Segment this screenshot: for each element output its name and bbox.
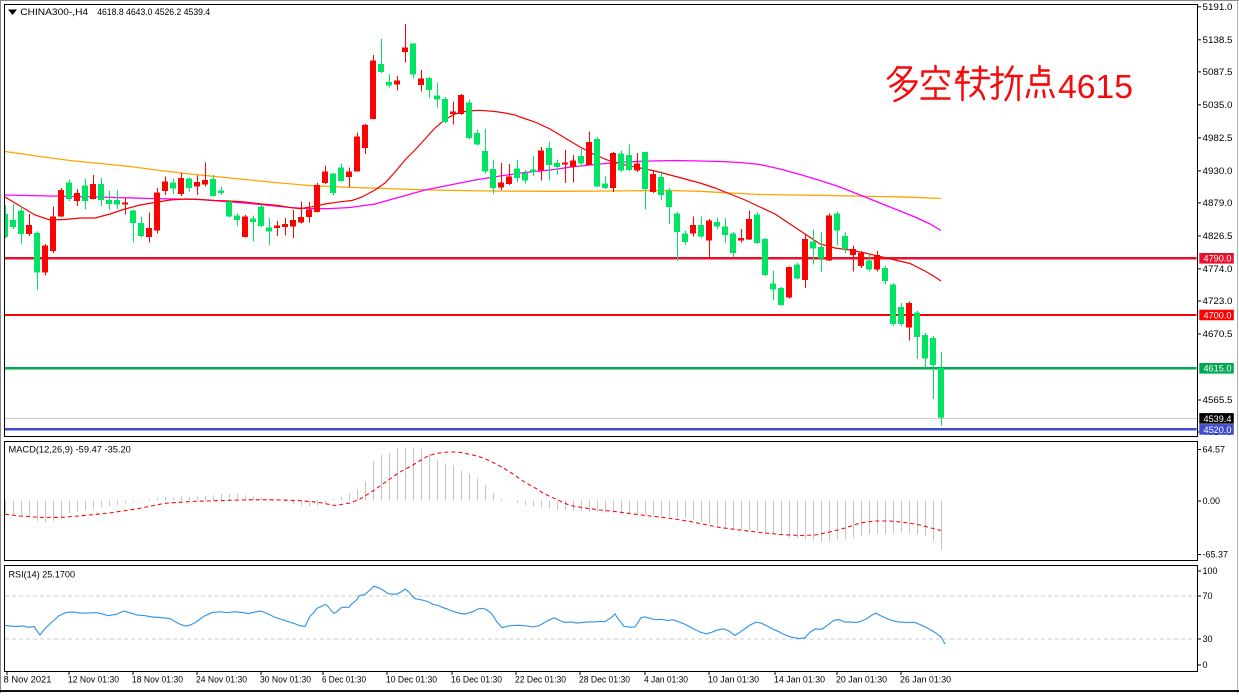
svg-text:4790.0: 4790.0 xyxy=(1204,254,1232,264)
svg-text:10 Jan 01:30: 10 Jan 01:30 xyxy=(708,675,759,685)
svg-text:4774.0: 4774.0 xyxy=(1203,264,1233,274)
svg-text:4520.0: 4520.0 xyxy=(1204,425,1232,435)
svg-text:4826.5: 4826.5 xyxy=(1203,231,1233,241)
svg-text:4539.4: 4539.4 xyxy=(1204,414,1232,424)
svg-text:5191.0: 5191.0 xyxy=(1203,2,1233,12)
svg-text:28 Dec 01:30: 28 Dec 01:30 xyxy=(579,675,630,685)
svg-text:4879.0: 4879.0 xyxy=(1203,198,1233,208)
svg-text:10 Dec 01:30: 10 Dec 01:30 xyxy=(386,675,437,685)
svg-text:CHINA300-,H4: CHINA300-,H4 xyxy=(20,7,88,17)
svg-text:-65.37: -65.37 xyxy=(1203,550,1229,560)
svg-text:0.00: 0.00 xyxy=(1203,496,1221,506)
svg-text:24 Nov 01:30: 24 Nov 01:30 xyxy=(196,675,247,685)
svg-text:20 Jan 01:30: 20 Jan 01:30 xyxy=(836,675,887,685)
svg-text:4982.5: 4982.5 xyxy=(1203,133,1233,143)
svg-text:12 Nov 01:30: 12 Nov 01:30 xyxy=(68,675,119,685)
svg-text:8 Nov 2021: 8 Nov 2021 xyxy=(4,675,52,685)
svg-text:MACD(12,26,9) -59.47 -35.20: MACD(12,26,9) -59.47 -35.20 xyxy=(9,444,131,454)
svg-text:4930.0: 4930.0 xyxy=(1203,166,1233,176)
svg-text:18 Nov 01:30: 18 Nov 01:30 xyxy=(132,675,183,685)
svg-text:4565.5: 4565.5 xyxy=(1203,395,1233,405)
svg-text:6 Dec 01:30: 6 Dec 01:30 xyxy=(322,675,366,685)
svg-text:5138.5: 5138.5 xyxy=(1203,35,1233,45)
svg-text:4615.0: 4615.0 xyxy=(1204,364,1232,374)
svg-text:5035.0: 5035.0 xyxy=(1203,100,1233,110)
svg-text:26 Jan 01:30: 26 Jan 01:30 xyxy=(900,675,951,685)
svg-text:4618.8 4643.0 4526.2 4539.4: 4618.8 4643.0 4526.2 4539.4 xyxy=(97,7,210,17)
svg-text:RSI(14) 25.1700: RSI(14) 25.1700 xyxy=(9,569,76,579)
svg-text:4670.5: 4670.5 xyxy=(1203,329,1233,339)
svg-text:30 Nov 01:30: 30 Nov 01:30 xyxy=(260,675,311,685)
svg-text:5087.5: 5087.5 xyxy=(1203,67,1233,77)
svg-text:14 Jan 01:30: 14 Jan 01:30 xyxy=(774,675,825,685)
svg-text:4 Jan 01:30: 4 Jan 01:30 xyxy=(644,675,688,685)
svg-text:64.57: 64.57 xyxy=(1203,445,1226,455)
svg-text:70: 70 xyxy=(1203,591,1213,601)
svg-text:100: 100 xyxy=(1203,566,1218,576)
svg-text:4723.0: 4723.0 xyxy=(1203,296,1233,306)
svg-text:0: 0 xyxy=(1203,660,1208,670)
svg-text:22 Dec 01:30: 22 Dec 01:30 xyxy=(515,675,566,685)
svg-text:16 Dec 01:30: 16 Dec 01:30 xyxy=(451,675,502,685)
svg-text:30: 30 xyxy=(1203,634,1213,644)
svg-text:4615: 4615 xyxy=(1058,69,1133,106)
svg-text:4700.0: 4700.0 xyxy=(1204,310,1232,320)
